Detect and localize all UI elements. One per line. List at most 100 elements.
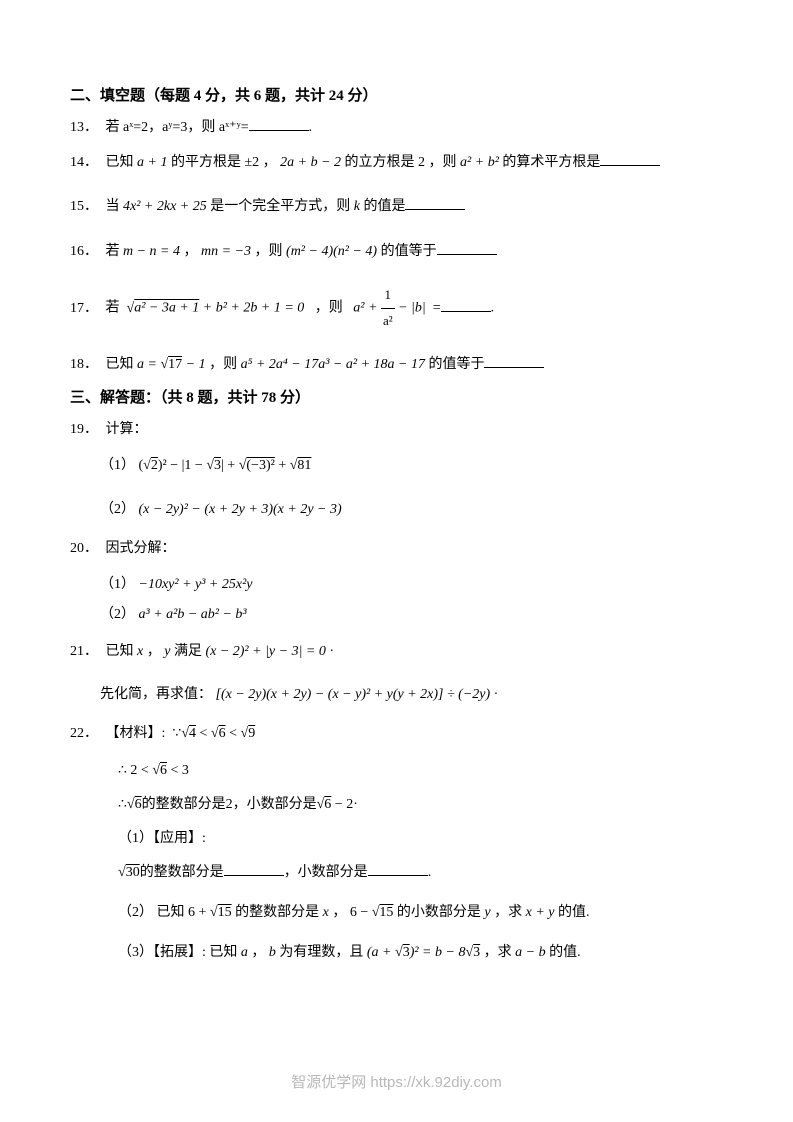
- q15-blank[interactable]: [405, 196, 465, 210]
- q18: 18． 已知 a = 17 − 1 ，则 a⁵ + 2a⁴ − 17a³ − a…: [70, 352, 723, 379]
- q21-e3: (x − 2)² + |y − 3| = 0: [205, 644, 325, 659]
- q22-s1-blank2[interactable]: [368, 862, 428, 876]
- q19-s2-label: （2）: [100, 502, 135, 517]
- q22-s1: 30的整数部分是，小数部分是.: [118, 861, 723, 881]
- q22-t1: 【材料】:: [106, 726, 166, 741]
- q20-num: 20．: [70, 541, 98, 556]
- q17-e2b: − |b|: [395, 301, 426, 316]
- q19-s1b: )² − |1 −: [158, 458, 206, 473]
- q21-l2-t1: 先化简，再求值：: [100, 687, 212, 702]
- q19-s1-label: （1）: [100, 458, 135, 473]
- q14-num: 14．: [70, 155, 98, 170]
- q14-blank[interactable]: [600, 152, 660, 166]
- footer-watermark: 智源优学网 https://xk.92diy.com: [0, 1071, 793, 1092]
- q14-e4: 2: [418, 155, 425, 170]
- q13-blank[interactable]: [249, 117, 309, 131]
- q15: 15． 当 4x² + 2kx + 25 是一个完全平方式，则 k 的值是: [70, 194, 723, 221]
- q17: 17． 若 a² − 3a + 1 + b² + 2b + 1 = 0 ，则 a…: [70, 283, 723, 333]
- q21-l2-e1: [(x − 2y)(x + 2y) − (x − y)² + y(y + 2x)…: [216, 687, 491, 702]
- q22-e1a: ∵: [172, 726, 181, 741]
- q14-e1: a + 1: [137, 155, 167, 170]
- q15-t2: 是一个完全平方式，则: [210, 199, 350, 214]
- q16-t3: ，则: [255, 244, 283, 259]
- q20-s1: （1） −10xy² + y³ + 25x²y: [100, 573, 723, 593]
- q17-t2: ，则: [315, 301, 343, 316]
- q22-l2: ∴ 2 < 6 < 3: [118, 762, 723, 779]
- q15-t1: 当: [106, 199, 120, 214]
- q20-s2: （2） a³ + a²b − ab² − b³: [100, 603, 723, 623]
- q16-t4: 的值等于: [381, 244, 437, 259]
- q20-s1-label: （1）: [100, 577, 135, 592]
- q17-frac: 1a²: [381, 283, 395, 333]
- q18-blank[interactable]: [484, 354, 544, 368]
- q21: 21． 已知 x ， y 满足 (x − 2)² + |y − 3| = 0 ·: [70, 639, 723, 666]
- q21-num: 21．: [70, 644, 98, 659]
- q15-e1: 4x² + 2kx + 25: [123, 199, 207, 214]
- q20-s2-label: （2）: [100, 607, 135, 622]
- q17-e2a: a² +: [353, 301, 381, 316]
- q14-e2: ±2: [244, 155, 259, 170]
- q19-s2: （2） (x − 2y)² − (x + 2y + 3)(x + 2y − 3): [100, 498, 723, 518]
- q17-e1rest: + b² + 2b + 1 = 0: [199, 301, 304, 316]
- q18-e2: a⁵ + 2a⁴ − 17a³ − a² + 18a − 17: [241, 357, 425, 372]
- section2-header: 二、填空题（每题 4 分，共 6 题，共计 24 分）: [70, 84, 723, 105]
- q17-t1: 若: [106, 301, 120, 316]
- q20-s2-expr: a³ + a²b − ab² − b³: [139, 607, 247, 622]
- q18-t2: ，则: [209, 357, 237, 372]
- q22-s1-label: （1）【应用】:: [118, 827, 723, 847]
- q20-s1-expr: −10xy² + y³ + 25x²y: [139, 577, 253, 592]
- q22: 22． 【材料】: ∵4 < 6 < 9: [70, 721, 723, 748]
- q13-num: 13．: [70, 120, 98, 135]
- q19-num: 19．: [70, 422, 98, 437]
- q16-t1: 若: [106, 244, 120, 259]
- q14-e5: a² + b²: [460, 155, 499, 170]
- q19-s2-expr: (x − 2y)² − (x + 2y + 3)(x + 2y − 3): [139, 502, 342, 517]
- q21-e2: y: [164, 644, 170, 659]
- q15-t3: 的值是: [363, 199, 405, 214]
- q17-num: 17．: [70, 301, 98, 316]
- q19-s1: （1） (2)² − |1 − 3| + (−3)² + 81: [100, 454, 723, 474]
- q16-e2: mn = −3: [201, 244, 251, 259]
- q16-e1: m − n = 4: [123, 244, 180, 259]
- q18-e1a: a =: [137, 357, 160, 372]
- q22-s2: （2） 已知 6 + 15 的整数部分是 x ， 6 − 15 的小数部分是 y…: [118, 901, 723, 921]
- q18-num: 18．: [70, 357, 98, 372]
- q18-sqrt: 17: [168, 357, 182, 372]
- q19-title: 计算：: [106, 422, 148, 437]
- q21-l2-t2: ·: [494, 687, 499, 702]
- q20-title: 因式分解：: [106, 541, 176, 556]
- q14: 14． 已知 a + 1 的平方根是 ±2 ， 2a + b − 2 的立方根是…: [70, 150, 723, 177]
- q21-t4: ·: [329, 644, 334, 659]
- q21-t2: ，: [147, 644, 161, 659]
- q14-t5: ，则: [429, 155, 457, 170]
- q14-t6: 的算术平方根是: [502, 155, 600, 170]
- q21-e1: x: [137, 644, 143, 659]
- q13: 13． 若 aˣ=2，aʸ=3，则 aˣ⁺ʸ=.: [70, 115, 723, 142]
- q18-t1: 已知: [106, 357, 134, 372]
- q16: 16． 若 m − n = 4 ， mn = −3 ，则 (m² − 4)(n²…: [70, 239, 723, 266]
- section3-header: 三、解答题：（共 8 题，共计 78 分）: [70, 386, 723, 407]
- q18-t3: 的值等于: [428, 357, 484, 372]
- q17-blank[interactable]: [441, 298, 491, 312]
- q14-t4: 的立方根是: [345, 155, 415, 170]
- q13-pre: 若 aˣ=2，aʸ=3，则 aˣ⁺ʸ=: [106, 120, 249, 135]
- q19-s1d: +: [275, 458, 290, 473]
- q19: 19． 计算：: [70, 417, 723, 444]
- q17-sqrt: a² − 3a + 1: [134, 301, 199, 316]
- q14-t1: 已知: [106, 155, 134, 170]
- q22-s1-blank1[interactable]: [224, 862, 284, 876]
- q19-s1c: | +: [221, 458, 239, 473]
- q16-num: 16．: [70, 244, 98, 259]
- q21-line2: 先化简，再求值： [(x − 2y)(x + 2y) − (x − y)² + …: [100, 683, 723, 703]
- q14-t2: 的平方根是: [171, 155, 241, 170]
- q16-blank[interactable]: [437, 241, 497, 255]
- q21-t1: 已知: [106, 644, 134, 659]
- q13-post: .: [309, 120, 313, 135]
- q16-e3: (m² − 4)(n² − 4): [286, 244, 377, 259]
- q17-t4: .: [491, 301, 495, 316]
- q15-num: 15．: [70, 199, 98, 214]
- q15-e2: k: [354, 199, 360, 214]
- q22-s3: （3）【拓展】: 已知 a ， b 为有理数，且 (a + 3)² = b − …: [118, 941, 723, 961]
- q16-t2: ，: [184, 244, 198, 259]
- q21-t3: 满足: [174, 644, 202, 659]
